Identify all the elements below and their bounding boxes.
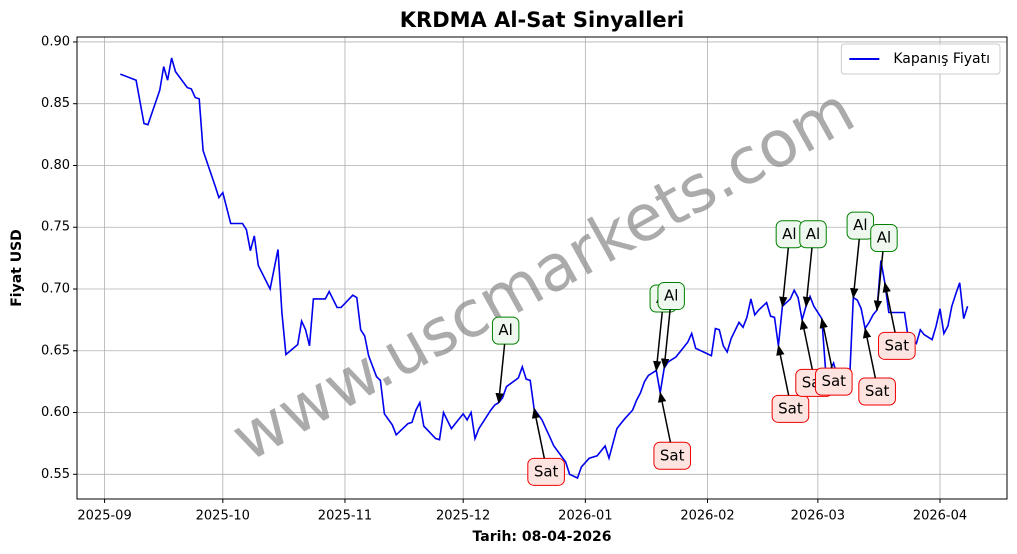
annotation-text: Al bbox=[498, 321, 512, 339]
annotation-box bbox=[491, 316, 520, 345]
signal-annotation: Sat bbox=[858, 327, 896, 406]
x-axis-label: Tarih: 08-04-2026 bbox=[473, 529, 612, 545]
annotation-arrow bbox=[850, 239, 861, 299]
y-tick-label: 0.55 bbox=[41, 467, 70, 482]
annotation-arrow bbox=[653, 311, 663, 372]
annotation-text: Sat bbox=[534, 462, 559, 480]
signal-annotation: Al bbox=[491, 316, 520, 404]
legend-box bbox=[840, 43, 1001, 75]
annotation-text: Al bbox=[664, 287, 678, 305]
price-line bbox=[120, 57, 969, 480]
x-tick-label: 2026-03 bbox=[791, 509, 845, 524]
legend-label: Kapanış Fiyatı bbox=[893, 51, 990, 67]
signal-annotation: Sat bbox=[878, 281, 916, 360]
chart-title: KRDMA Al-Sat Sinyalleri bbox=[400, 8, 684, 32]
y-tick-label: 0.75 bbox=[41, 220, 70, 235]
y-tick-label: 0.60 bbox=[41, 405, 70, 420]
annotation-box bbox=[657, 282, 685, 311]
annotation-text: Al bbox=[806, 225, 820, 243]
y-tick-label: 0.85 bbox=[41, 96, 70, 111]
annotation-text: Sat bbox=[778, 399, 803, 417]
signal-annotation: Al bbox=[870, 224, 898, 312]
signal-annotation: Sat bbox=[771, 344, 810, 423]
signal-annotation: Al bbox=[657, 282, 685, 370]
x-tick-label: 2026-01 bbox=[558, 509, 612, 524]
annotation-arrow bbox=[531, 407, 546, 459]
x-tick-label: 2026-04 bbox=[913, 509, 967, 524]
x-tick-label: 2025-11 bbox=[318, 509, 372, 524]
annotation-box bbox=[878, 331, 916, 360]
annotation-box bbox=[814, 367, 853, 396]
x-tick-label: 2025-10 bbox=[196, 509, 250, 524]
annotation-text: Al bbox=[877, 229, 891, 247]
legend: Kapanış Fiyatı bbox=[840, 43, 1001, 75]
annotation-arrow bbox=[802, 247, 813, 308]
annotation-box bbox=[870, 224, 898, 252]
y-tick-label: 0.65 bbox=[41, 343, 70, 358]
annotation-arrow bbox=[819, 317, 833, 369]
annotation-text: Sat bbox=[865, 382, 890, 400]
annotation-text: Sat bbox=[885, 336, 910, 354]
annotation-arrow bbox=[776, 344, 790, 396]
watermark: www.uscmarkets.com bbox=[220, 73, 866, 476]
annotation-arrow bbox=[658, 391, 672, 443]
signal-annotation: Al bbox=[775, 220, 804, 308]
annotation-box bbox=[771, 394, 810, 423]
x-tick-label: 2025-09 bbox=[77, 509, 131, 524]
annotation-text: Al bbox=[782, 225, 796, 243]
annotation-arrow bbox=[862, 327, 877, 379]
signal-annotation: Sat bbox=[653, 391, 692, 470]
signal-annotation: Sat bbox=[814, 317, 853, 396]
annotation-arrow bbox=[799, 318, 814, 370]
annotation-arrow bbox=[495, 344, 506, 404]
signal-annotation: Al bbox=[799, 220, 827, 308]
annotation-box bbox=[799, 220, 827, 249]
annotation-box bbox=[527, 457, 565, 486]
annotation-text: Al bbox=[853, 216, 867, 234]
annotation-box bbox=[858, 377, 896, 406]
x-tick-label: 2026-02 bbox=[680, 509, 734, 524]
plot-frame bbox=[76, 36, 1008, 500]
y-tick-label: 0.80 bbox=[41, 158, 70, 173]
annotation-text: Sat bbox=[660, 446, 685, 464]
y-axis-label: Fiyat USD bbox=[9, 229, 25, 307]
annotation-arrow bbox=[660, 309, 671, 370]
y-tick-label: 0.90 bbox=[41, 34, 70, 49]
y-tick-label: 0.70 bbox=[41, 282, 70, 297]
signal-annotation: Al bbox=[846, 211, 875, 299]
annotation-arrow bbox=[779, 247, 790, 308]
signal-annotation: Sat bbox=[527, 407, 565, 486]
annotation-text: Sat bbox=[821, 372, 846, 390]
x-tick-label: 2025-12 bbox=[436, 509, 490, 524]
annotation-arrow bbox=[882, 281, 896, 333]
annotation-arrow bbox=[873, 251, 884, 312]
annotation-box bbox=[653, 441, 692, 470]
